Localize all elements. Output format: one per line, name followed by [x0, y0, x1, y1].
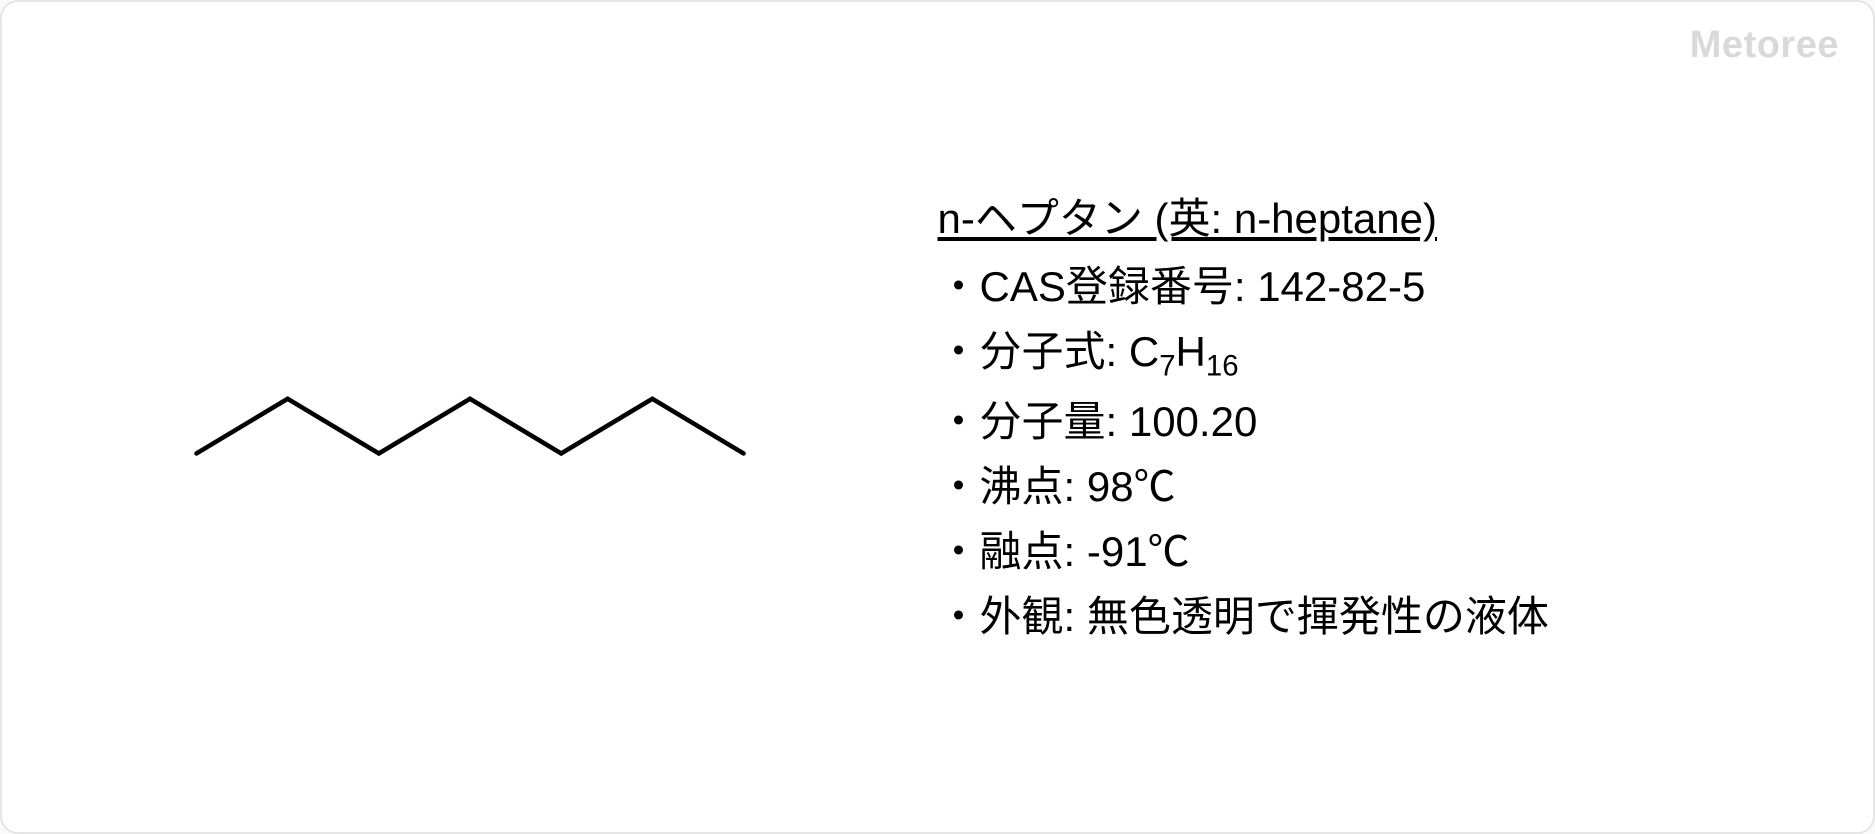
formula-c-sub: 7: [1159, 349, 1175, 382]
mw-row: ・分子量: 100.20: [938, 389, 1814, 454]
formula-h: H: [1176, 328, 1206, 375]
bp-label: ・沸点:: [938, 463, 1087, 510]
bp-row: ・沸点: 98℃: [938, 454, 1814, 519]
cas-label: ・CAS登録番号:: [938, 263, 1258, 310]
mp-value: -91℃: [1087, 528, 1190, 575]
mp-row: ・融点: -91℃: [938, 519, 1814, 584]
formula-c: C: [1129, 328, 1159, 375]
bp-value: 98℃: [1087, 463, 1176, 510]
appearance-label: ・外観:: [938, 593, 1087, 640]
mw-label: ・分子量:: [938, 398, 1129, 445]
structure-panel: [2, 2, 938, 832]
heptane-skeletal-diagram: [160, 317, 780, 517]
formula-label: ・分子式:: [938, 328, 1129, 375]
appearance-value: 無色透明で揮発性の液体: [1087, 593, 1549, 640]
cas-value: 142-82-5: [1257, 263, 1425, 310]
cas-row: ・CAS登録番号: 142-82-5: [938, 254, 1814, 319]
info-panel: n-ヘプタン (英: n-heptane) ・CAS登録番号: 142-82-5…: [938, 185, 1874, 649]
watermark-text: Metoree: [1690, 24, 1839, 67]
compound-title: n-ヘプタン (英: n-heptane): [938, 185, 1814, 246]
appearance-row: ・外観: 無色透明で揮発性の液体: [938, 584, 1814, 649]
formula-h-sub: 16: [1206, 349, 1239, 382]
compound-card: Metoree n-ヘプタン (英: n-heptane) ・CAS登録番号: …: [0, 0, 1875, 834]
formula-row: ・分子式: C7H16: [938, 319, 1814, 389]
mw-value: 100.20: [1129, 398, 1257, 445]
mp-label: ・融点:: [938, 528, 1087, 575]
